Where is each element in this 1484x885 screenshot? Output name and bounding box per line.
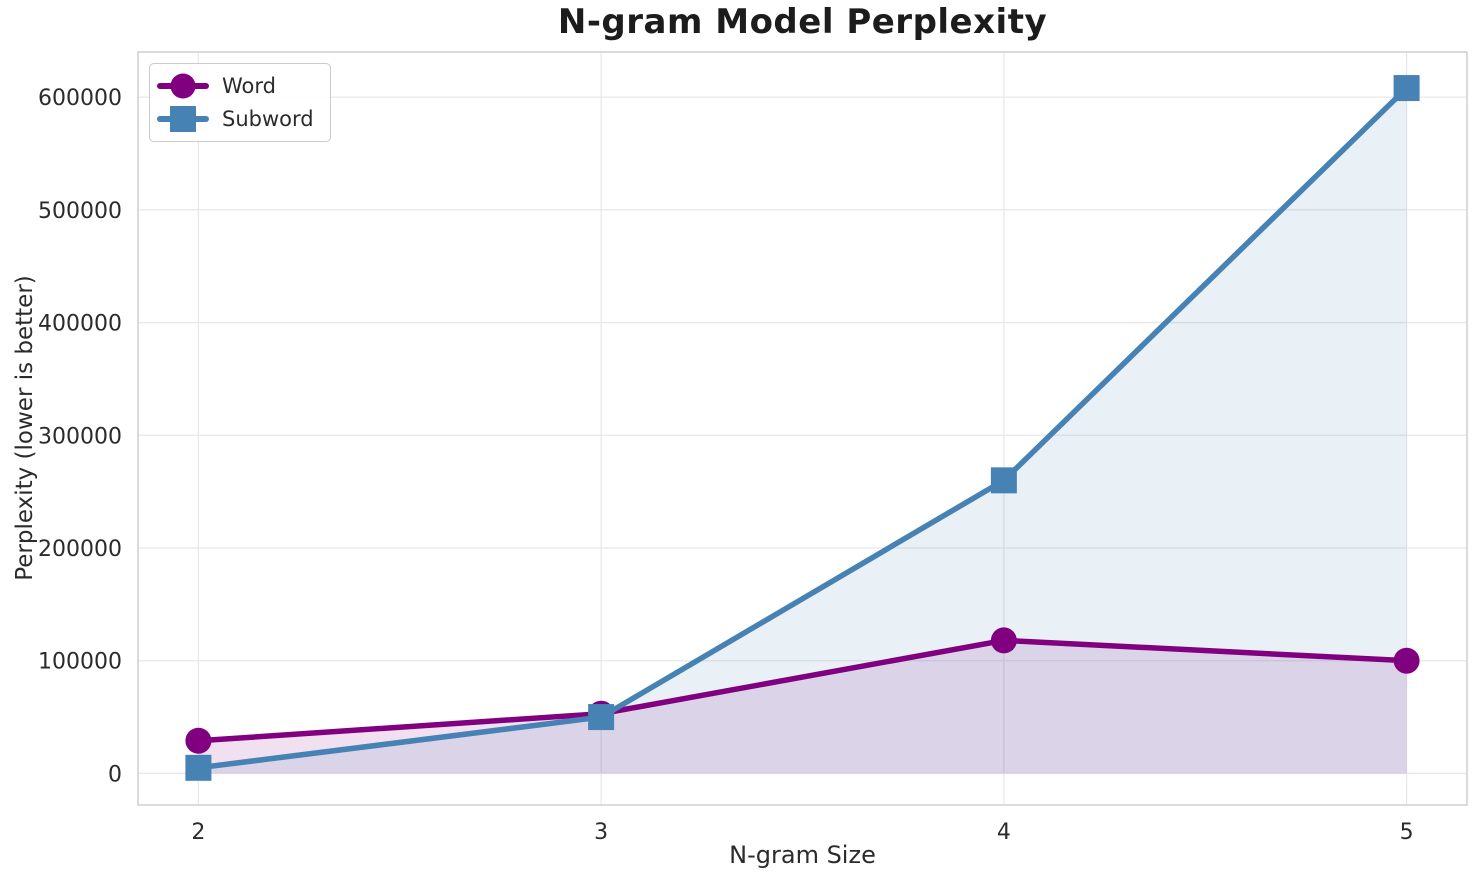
y-tick-label: 100000 <box>38 650 122 675</box>
subword-series-marker-icon <box>157 106 209 132</box>
legend-item-subword: Subword <box>157 104 314 134</box>
area-subword <box>198 88 1407 774</box>
y-tick-label: 200000 <box>38 537 122 562</box>
legend-label-subword: Subword <box>222 107 314 131</box>
x-axis-label: N-gram Size <box>729 841 876 869</box>
line-subword <box>195 85 1410 771</box>
marker-word <box>990 627 1017 654</box>
marker-subword <box>185 754 212 781</box>
marker-subword <box>1393 75 1420 102</box>
chart-title: N-gram Model Perplexity <box>557 2 1048 42</box>
marker-word <box>185 727 212 754</box>
legend: Word Subword <box>149 63 331 142</box>
x-tick-label: 4 <box>997 820 1011 845</box>
marker-word <box>1393 647 1420 674</box>
y-tick-label: 500000 <box>38 199 122 224</box>
line-word <box>195 637 1410 744</box>
y-tick-label: 400000 <box>38 312 122 337</box>
y-tick-label: 300000 <box>38 424 122 449</box>
marker-subword <box>990 467 1017 494</box>
legend-label-word: Word <box>222 74 276 98</box>
word-series-marker-icon <box>157 73 209 99</box>
legend-item-word: Word <box>157 71 314 101</box>
plot-border <box>137 51 1468 806</box>
y-tick-label: 0 <box>108 762 122 787</box>
marker-subword <box>588 704 615 731</box>
area-word <box>198 640 1407 774</box>
x-tick-label: 2 <box>191 820 205 845</box>
x-tick-label: 5 <box>1400 820 1414 845</box>
y-tick-label: 600000 <box>38 86 122 111</box>
x-tick-label: 3 <box>594 820 608 845</box>
